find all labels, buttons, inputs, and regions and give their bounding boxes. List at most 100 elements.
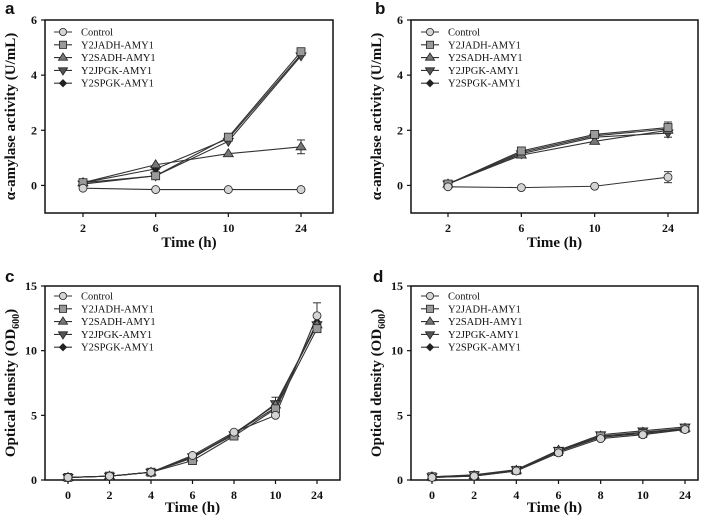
data-point-y2jadh-amy1 bbox=[312, 324, 322, 334]
y-tick-label: 4 bbox=[31, 68, 37, 82]
x-tick-label: 4 bbox=[513, 488, 519, 502]
data-point-control bbox=[427, 473, 437, 482]
x-tick-label: 0 bbox=[429, 488, 435, 502]
y-axis-label: Optical density (OD600) bbox=[3, 309, 22, 457]
legend-marker bbox=[425, 27, 434, 36]
legend-label: Y2JADH-AMY1 bbox=[81, 304, 154, 315]
y-tick-label: 10 bbox=[391, 344, 403, 358]
legend-marker bbox=[425, 343, 435, 352]
legend-marker bbox=[424, 331, 436, 340]
legend-marker bbox=[59, 304, 68, 313]
x-tick-label: 6 bbox=[153, 221, 159, 235]
panel-label: c bbox=[5, 267, 14, 286]
series-line bbox=[447, 176, 669, 189]
y-tick-label: 5 bbox=[397, 408, 403, 422]
x-tick-label: 4 bbox=[148, 488, 154, 502]
legend-label: Y2SPGK-AMY1 bbox=[81, 343, 154, 354]
legend-marker bbox=[425, 40, 434, 49]
legend-label: Control bbox=[448, 292, 480, 303]
x-tick-label: 10 bbox=[637, 488, 649, 502]
data-point-control bbox=[554, 448, 563, 458]
legend-marker bbox=[425, 304, 434, 313]
data-point-y2jadh-amy1 bbox=[516, 146, 526, 156]
panel-label: a bbox=[5, 0, 15, 18]
legend-marker bbox=[59, 27, 68, 36]
data-point-control bbox=[105, 471, 114, 481]
series-control bbox=[82, 187, 301, 191]
legend-label: Control bbox=[81, 28, 113, 39]
x-tick-label: 2 bbox=[80, 221, 86, 235]
legend-marker bbox=[425, 79, 435, 88]
y-axis-label-end: ) bbox=[3, 309, 19, 314]
plot-frame bbox=[44, 19, 334, 214]
data-point-control bbox=[151, 185, 161, 194]
x-tick-label: 2 bbox=[107, 488, 113, 502]
legend-marker bbox=[424, 316, 436, 325]
y-tick-label: 15 bbox=[391, 279, 403, 293]
legend-marker bbox=[57, 331, 69, 340]
data-point-y2jadh-amy1 bbox=[590, 130, 600, 139]
y-tick-label: 15 bbox=[25, 279, 37, 293]
data-point-y2jadh-amy1 bbox=[663, 123, 673, 132]
y-axis-label-end: ) bbox=[369, 309, 385, 314]
legend-label: Y2JPGK-AMY1 bbox=[81, 330, 152, 341]
y-axis-label: Optical density (OD600) bbox=[369, 309, 388, 457]
legend-label: Y2JADH-AMY1 bbox=[81, 40, 154, 51]
x-tick-label: 6 bbox=[556, 488, 562, 502]
legend-marker bbox=[57, 67, 69, 76]
legend-marker bbox=[57, 316, 69, 325]
y-axis-label: α-amylase activity (U/mL) bbox=[3, 33, 19, 201]
legend-label: Y2JPGK-AMY1 bbox=[448, 330, 519, 341]
series-y2spgk-amy1 bbox=[447, 128, 669, 185]
x-tick-label: 24 bbox=[679, 488, 691, 502]
data-point-control bbox=[188, 451, 197, 460]
data-point-y2sadh-amy1 bbox=[295, 141, 307, 151]
data-point-y2sadh-amy1 bbox=[588, 135, 601, 145]
data-point-control bbox=[271, 410, 280, 420]
x-axis-label: Time (h) bbox=[161, 235, 216, 251]
data-point-control bbox=[516, 183, 526, 193]
x-tick-label: 24 bbox=[295, 221, 307, 235]
y-axis-label-subscript: 600 bbox=[377, 314, 388, 329]
legend-label: Y2JADH-AMY1 bbox=[448, 40, 521, 51]
y-tick-label: 10 bbox=[25, 344, 37, 358]
x-axis-label: Time (h) bbox=[527, 235, 582, 251]
legend-label: Y2SADH-AMY1 bbox=[448, 317, 523, 328]
data-point-y2jadh-amy1 bbox=[296, 47, 306, 57]
series-line bbox=[447, 129, 669, 185]
legend-label: Y2JPGK-AMY1 bbox=[448, 66, 519, 77]
series-line bbox=[447, 128, 669, 185]
legend-label: Y2SPGK-AMY1 bbox=[81, 79, 154, 90]
x-tick-label: 10 bbox=[589, 221, 601, 235]
x-tick-label: 10 bbox=[222, 221, 234, 235]
x-tick-label: 24 bbox=[311, 488, 323, 502]
data-point-control bbox=[596, 434, 606, 444]
legend-marker bbox=[424, 67, 436, 76]
series-line bbox=[82, 187, 301, 191]
plot-frame bbox=[410, 285, 699, 481]
series-y2spgk-amy1 bbox=[82, 54, 302, 184]
legend-label: Y2SADH-AMY1 bbox=[81, 317, 156, 328]
series-y2jadh-amy1 bbox=[82, 51, 302, 184]
legend-marker bbox=[57, 52, 69, 61]
x-tick-label: 8 bbox=[598, 488, 604, 502]
legend-label: Y2SADH-AMY1 bbox=[448, 53, 523, 64]
panel-label: d bbox=[373, 267, 383, 286]
data-point-control bbox=[63, 473, 73, 482]
legend-marker bbox=[424, 52, 436, 61]
series-control bbox=[447, 171, 672, 189]
data-point-control bbox=[296, 185, 306, 194]
x-tick-label: 6 bbox=[190, 488, 196, 502]
y-tick-label: 0 bbox=[31, 178, 37, 192]
y-tick-label: 2 bbox=[397, 123, 403, 137]
data-point-control bbox=[469, 471, 479, 481]
series-line bbox=[82, 51, 302, 184]
